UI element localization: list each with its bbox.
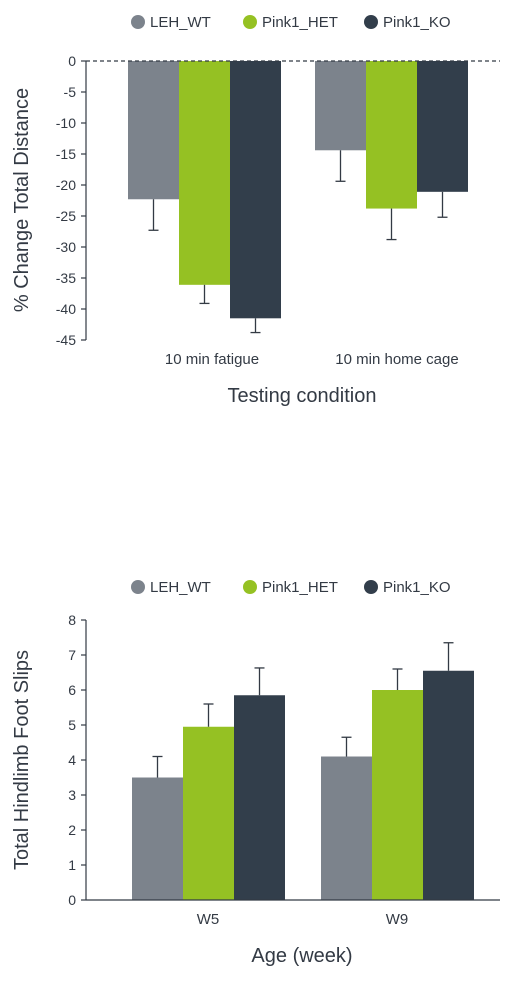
y-tick-label: 0 [68,53,76,69]
bar-leh-wt-10-min-home-cage [315,61,366,151]
chart-2-category-label-w9: W9 [386,911,409,928]
y-tick-label: -30 [56,239,76,255]
chart-1-category-label-10-min-home-cage: 10 min home cage [335,351,458,368]
bar-pink1-het-w9 [372,690,423,900]
legend-label-leh-wt: LEH_WT [150,579,211,596]
chart-2: LEH_WT Pink1_HET Pink1_KO Total Hindlimb… [11,579,500,967]
chart-1-bars [128,61,468,319]
y-tick-label: -5 [64,84,77,100]
y-tick-label: 7 [68,647,76,663]
chart-2-x-axis-title: Age (week) [251,945,352,967]
legend-swatch-leh-wt [131,580,145,594]
chart-2-bars [132,670,474,900]
y-tick-label: -10 [56,115,76,131]
bar-pink1-het-w5 [183,726,234,900]
y-tick-label: 5 [68,717,76,733]
y-tick-label: -40 [56,301,76,317]
legend-label-leh-wt: LEH_WT [150,14,211,31]
chart-1-legend: LEH_WT Pink1_HET Pink1_KO [131,14,451,31]
y-tick-label: 0 [68,892,76,908]
bar-leh-wt-w5 [132,777,183,900]
y-tick-label: 4 [68,752,76,768]
legend-swatch-leh-wt [131,15,145,29]
bar-pink1-ko-10-min-fatigue [230,61,281,319]
legend-swatch-pink1-het [243,580,257,594]
y-tick-label: -20 [56,177,76,193]
bar-pink1-ko-10-min-home-cage [417,61,468,192]
y-tick-label: -45 [56,332,76,348]
y-tick-label: -35 [56,270,76,286]
bar-pink1-het-10-min-home-cage [366,61,417,209]
chart-1-y-axis-title: % Change Total Distance [11,88,33,312]
bar-pink1-het-10-min-fatigue [179,61,230,285]
y-tick-label: 6 [68,682,76,698]
bar-pink1-ko-w5 [234,695,285,900]
chart-1: LEH_WT Pink1_HET Pink1_KO % Change Total… [11,14,500,407]
bar-leh-wt-10-min-fatigue [128,61,179,200]
legend-swatch-pink1-ko [364,15,378,29]
legend-label-pink1-het: Pink1_HET [262,579,338,596]
chart-2-category-label-w5: W5 [197,911,220,928]
y-tick-label: 2 [68,822,76,838]
legend-label-pink1-het: Pink1_HET [262,14,338,31]
y-tick-label: 3 [68,787,76,803]
legend-swatch-pink1-ko [364,580,378,594]
chart-1-y-axis: 0 -5 -10 -15 -20 -25 -30 -35 -40 -45 [56,53,86,348]
bar-leh-wt-w9 [321,756,372,900]
chart-1-category-label-10-min-fatigue: 10 min fatigue [165,351,259,368]
chart-2-y-axis: 0 1 2 3 4 5 6 7 8 [68,612,86,908]
y-tick-label: -15 [56,146,76,162]
chart-2-y-axis-title: Total Hindlimb Foot Slips [11,650,33,870]
chart-2-error-bars [152,642,454,778]
y-tick-label: 8 [68,612,76,628]
bar-pink1-ko-w9 [423,670,474,900]
chart-2-legend: LEH_WT Pink1_HET Pink1_KO [131,579,451,596]
legend-label-pink1-ko: Pink1_KO [383,579,451,596]
y-tick-label: 1 [68,857,76,873]
legend-label-pink1-ko: Pink1_KO [383,14,451,31]
y-tick-label: -25 [56,208,76,224]
chart-1-x-axis-title: Testing condition [228,385,377,407]
chart-1-error-bars [148,150,448,334]
legend-swatch-pink1-het [243,15,257,29]
